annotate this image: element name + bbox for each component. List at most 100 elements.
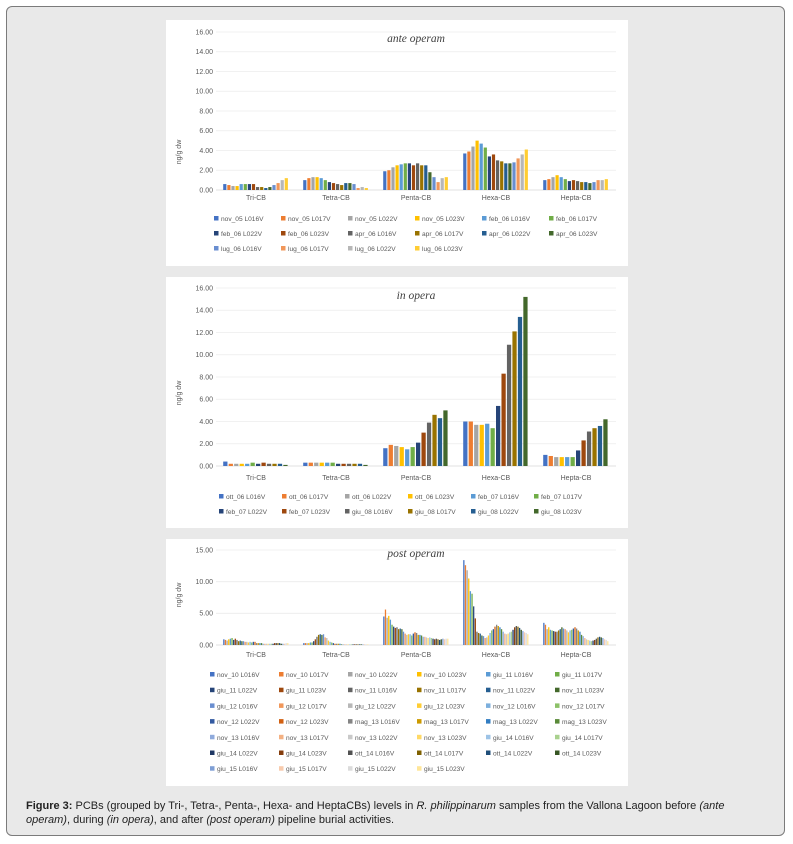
bar — [520, 629, 522, 645]
bar — [307, 178, 311, 190]
legend-entry: giu_14 L023V — [286, 751, 327, 758]
bar — [339, 643, 341, 645]
bar — [466, 570, 468, 645]
legend-entry: nov_11 L022V — [493, 688, 536, 695]
bar — [434, 639, 436, 645]
bar — [463, 153, 467, 190]
bar — [352, 463, 357, 466]
bar — [576, 450, 581, 466]
bar — [426, 422, 432, 466]
legend-swatch — [348, 231, 353, 236]
y-tick-label: 2.00 — [199, 168, 213, 175]
legend-swatch — [415, 231, 420, 236]
legend-entry: giu_11 L016V — [493, 672, 534, 679]
bar — [347, 644, 349, 645]
bar — [596, 180, 600, 191]
bar — [463, 560, 465, 645]
bar — [309, 642, 312, 645]
x-category-label: Penta-CB — [401, 475, 432, 482]
x-category-label: Hexa-CB — [482, 195, 511, 202]
bar — [604, 179, 608, 190]
bar — [603, 419, 608, 466]
legend-swatch — [482, 216, 487, 221]
bar — [251, 642, 253, 645]
bar — [269, 643, 271, 645]
legend-swatch — [415, 246, 420, 251]
bar — [336, 643, 338, 645]
y-tick-label: 0.00 — [199, 463, 213, 470]
legend-swatch — [408, 494, 413, 499]
bar — [586, 431, 592, 466]
bar — [367, 644, 369, 645]
bar — [388, 444, 393, 466]
legend-entry: feb_07 L016V — [478, 494, 520, 501]
bar — [272, 185, 276, 190]
legend-entry: lug_06 L016V — [221, 246, 262, 253]
bar — [551, 177, 555, 190]
legend-swatch — [549, 216, 554, 221]
bar — [464, 565, 467, 645]
bar — [249, 641, 251, 645]
bar — [443, 639, 446, 645]
y-tick-label: 8.00 — [199, 108, 213, 115]
bar — [260, 187, 264, 190]
bar — [223, 639, 225, 645]
bar — [407, 634, 410, 645]
caption-text-5: pipeline burial activities. — [274, 814, 395, 826]
bar — [416, 163, 420, 190]
bar — [349, 644, 351, 645]
bar — [233, 639, 235, 645]
bar — [394, 445, 399, 466]
bar — [435, 638, 437, 645]
y-tick-label: 5.00 — [199, 611, 213, 618]
legend-entry: nov_10 L017V — [286, 672, 329, 679]
bar — [587, 639, 589, 645]
x-category-label: Hepta-CB — [561, 475, 592, 482]
bar — [556, 631, 558, 645]
legend-entry: feb_07 L017V — [541, 494, 583, 501]
legend-entry: lug_06 L017V — [288, 246, 329, 253]
legend-swatch — [279, 672, 284, 677]
bar — [223, 461, 228, 466]
bar — [252, 641, 254, 645]
y-tick-label: 6.00 — [199, 128, 213, 135]
bar — [512, 331, 517, 466]
bar — [490, 428, 495, 466]
x-category-label: Hepta-CB — [561, 652, 592, 659]
bar — [517, 316, 523, 466]
legend-entry: feb_06 L022V — [221, 231, 263, 238]
legend-entry: giu_14 L017V — [562, 735, 603, 742]
bar — [256, 187, 260, 190]
bar — [399, 447, 404, 466]
bar — [396, 627, 398, 645]
legend-swatch — [281, 231, 286, 236]
legend-entry: giu_12 L016V — [217, 703, 258, 710]
y-tick-label: 10.00 — [195, 352, 213, 359]
bar — [600, 637, 602, 645]
bar — [397, 629, 400, 645]
bar — [237, 641, 240, 645]
bar — [352, 644, 354, 645]
bar — [266, 463, 272, 466]
bar — [504, 163, 508, 190]
bar — [394, 627, 396, 645]
x-category-label: Hepta-CB — [561, 195, 592, 202]
bar — [567, 181, 571, 190]
bar — [555, 175, 559, 190]
bar — [317, 634, 320, 645]
y-tick-label: 2.00 — [199, 441, 213, 448]
bar — [332, 643, 334, 645]
x-category-label: Penta-CB — [401, 652, 432, 659]
bar — [285, 643, 287, 645]
bar — [403, 163, 407, 190]
bar — [603, 639, 606, 645]
bar — [443, 410, 448, 467]
bar — [259, 643, 261, 645]
bar — [303, 643, 305, 645]
bar — [323, 180, 327, 191]
bar — [481, 635, 483, 645]
bar — [420, 165, 424, 190]
bar — [562, 628, 565, 645]
bar — [598, 636, 601, 645]
chart-post-operam: 0.00 5.00 10.00 15.00 ng/g dw post operam Tri-… — [176, 547, 616, 773]
